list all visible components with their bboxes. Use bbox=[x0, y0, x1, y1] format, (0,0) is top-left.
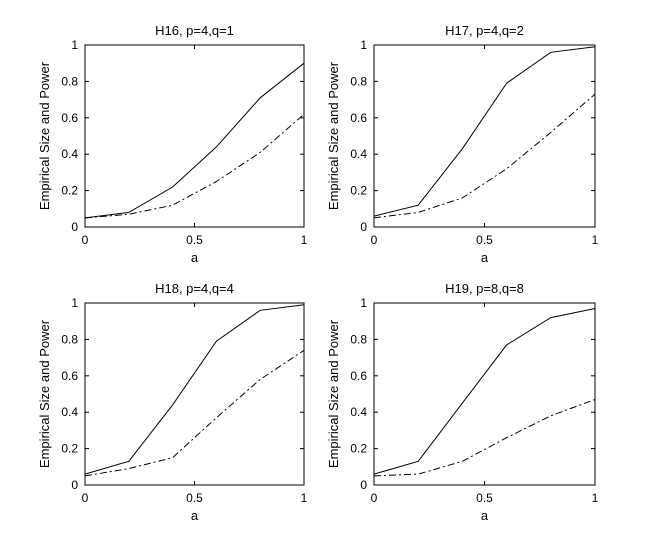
x-tick-label: 0 bbox=[371, 233, 378, 247]
x-tick-label: 0 bbox=[82, 491, 89, 505]
y-axis-label: Empirical Size and Power bbox=[37, 319, 52, 468]
panel-2: H17, p=4,q=2 0 0.2 0.4 0.6 0.8 1 0 0.5 1 a Empirica… bbox=[326, 23, 599, 265]
axes-frame bbox=[84, 302, 305, 486]
x-tick-label: 0.5 bbox=[476, 491, 493, 505]
y-axis-label: Empirical Size and Power bbox=[326, 61, 341, 210]
x-tick-label: 0 bbox=[371, 491, 378, 505]
y-tick-label: 0.6 bbox=[61, 111, 78, 125]
chart-title: H17, p=4,q=2 bbox=[445, 23, 524, 38]
series-line-dash-dot bbox=[84, 113, 305, 219]
chart-title: H18, p=4,q=4 bbox=[155, 281, 234, 296]
y-tick-label: 1 bbox=[71, 296, 78, 310]
y-tick-label: 0 bbox=[360, 220, 367, 234]
y-tick-label: 0 bbox=[360, 478, 367, 492]
series-line-solid bbox=[84, 62, 305, 219]
x-tick-label: 1 bbox=[592, 491, 599, 505]
y-tick-label: 0.8 bbox=[61, 332, 78, 346]
series-line-dash-dot bbox=[373, 93, 596, 219]
y-tick-label: 0.8 bbox=[61, 74, 78, 88]
y-tick-label: 0.2 bbox=[350, 442, 367, 456]
x-axis-label: a bbox=[191, 508, 199, 523]
y-tick-label: 0.6 bbox=[61, 369, 78, 383]
series-line-dash-dot bbox=[84, 349, 305, 477]
y-tick-label: 0.2 bbox=[350, 184, 367, 198]
y-tick-label: 0.2 bbox=[61, 442, 78, 456]
y-tick-label: 1 bbox=[360, 296, 367, 310]
panel-3: H18, p=4,q=4 0 0.2 0.4 0.6 0.8 1 0 0.5 1 a Empirica… bbox=[37, 281, 308, 523]
y-tick-label: 0.4 bbox=[350, 147, 367, 161]
x-tick-label: 0.5 bbox=[476, 233, 493, 247]
y-axis-label: Empirical Size and Power bbox=[37, 61, 52, 210]
series-line-solid bbox=[373, 46, 596, 217]
y-tick-label: 0.6 bbox=[350, 111, 367, 125]
series-line-dash-dot bbox=[373, 399, 596, 477]
x-tick-label: 0.5 bbox=[186, 491, 203, 505]
y-tick-label: 0.6 bbox=[350, 369, 367, 383]
x-axis-label: a bbox=[481, 250, 489, 265]
axes-frame bbox=[84, 44, 305, 228]
series-line-solid bbox=[373, 308, 596, 475]
x-tick-label: 1 bbox=[301, 233, 308, 247]
y-tick-label: 0.2 bbox=[61, 184, 78, 198]
x-tick-label: 0 bbox=[82, 233, 89, 247]
y-tick-label: 1 bbox=[360, 38, 367, 52]
y-tick-label: 0 bbox=[71, 478, 78, 492]
axes-frame bbox=[373, 302, 596, 486]
y-tick-label: 0.4 bbox=[350, 405, 367, 419]
y-tick-label: 0.8 bbox=[350, 74, 367, 88]
y-tick-label: 0.4 bbox=[61, 405, 78, 419]
x-tick-label: 0.5 bbox=[186, 233, 203, 247]
chart-title: H19, p=8,q=8 bbox=[445, 281, 524, 296]
chart-title: H16, p=4,q=1 bbox=[155, 23, 234, 38]
y-tick-label: 0 bbox=[71, 220, 78, 234]
x-tick-label: 1 bbox=[301, 491, 308, 505]
x-axis-label: a bbox=[191, 250, 199, 265]
axes-frame bbox=[373, 44, 596, 228]
x-tick-label: 1 bbox=[592, 233, 599, 247]
y-tick-label: 0.4 bbox=[61, 147, 78, 161]
series-line-solid bbox=[84, 304, 305, 475]
y-tick-label: 1 bbox=[71, 38, 78, 52]
panel-1: H16, p=4,q=1 0 0.2 0.4 0.6 0.8 1 0 0.5 1 a Empirica… bbox=[37, 23, 308, 265]
y-axis-label: Empirical Size and Power bbox=[326, 319, 341, 468]
y-tick-label: 0.8 bbox=[350, 332, 367, 346]
x-axis-label: a bbox=[481, 508, 489, 523]
panel-4: H19, p=8,q=8 0 0.2 0.4 0.6 0.8 1 0 0.5 1 a Empirica… bbox=[326, 281, 599, 523]
